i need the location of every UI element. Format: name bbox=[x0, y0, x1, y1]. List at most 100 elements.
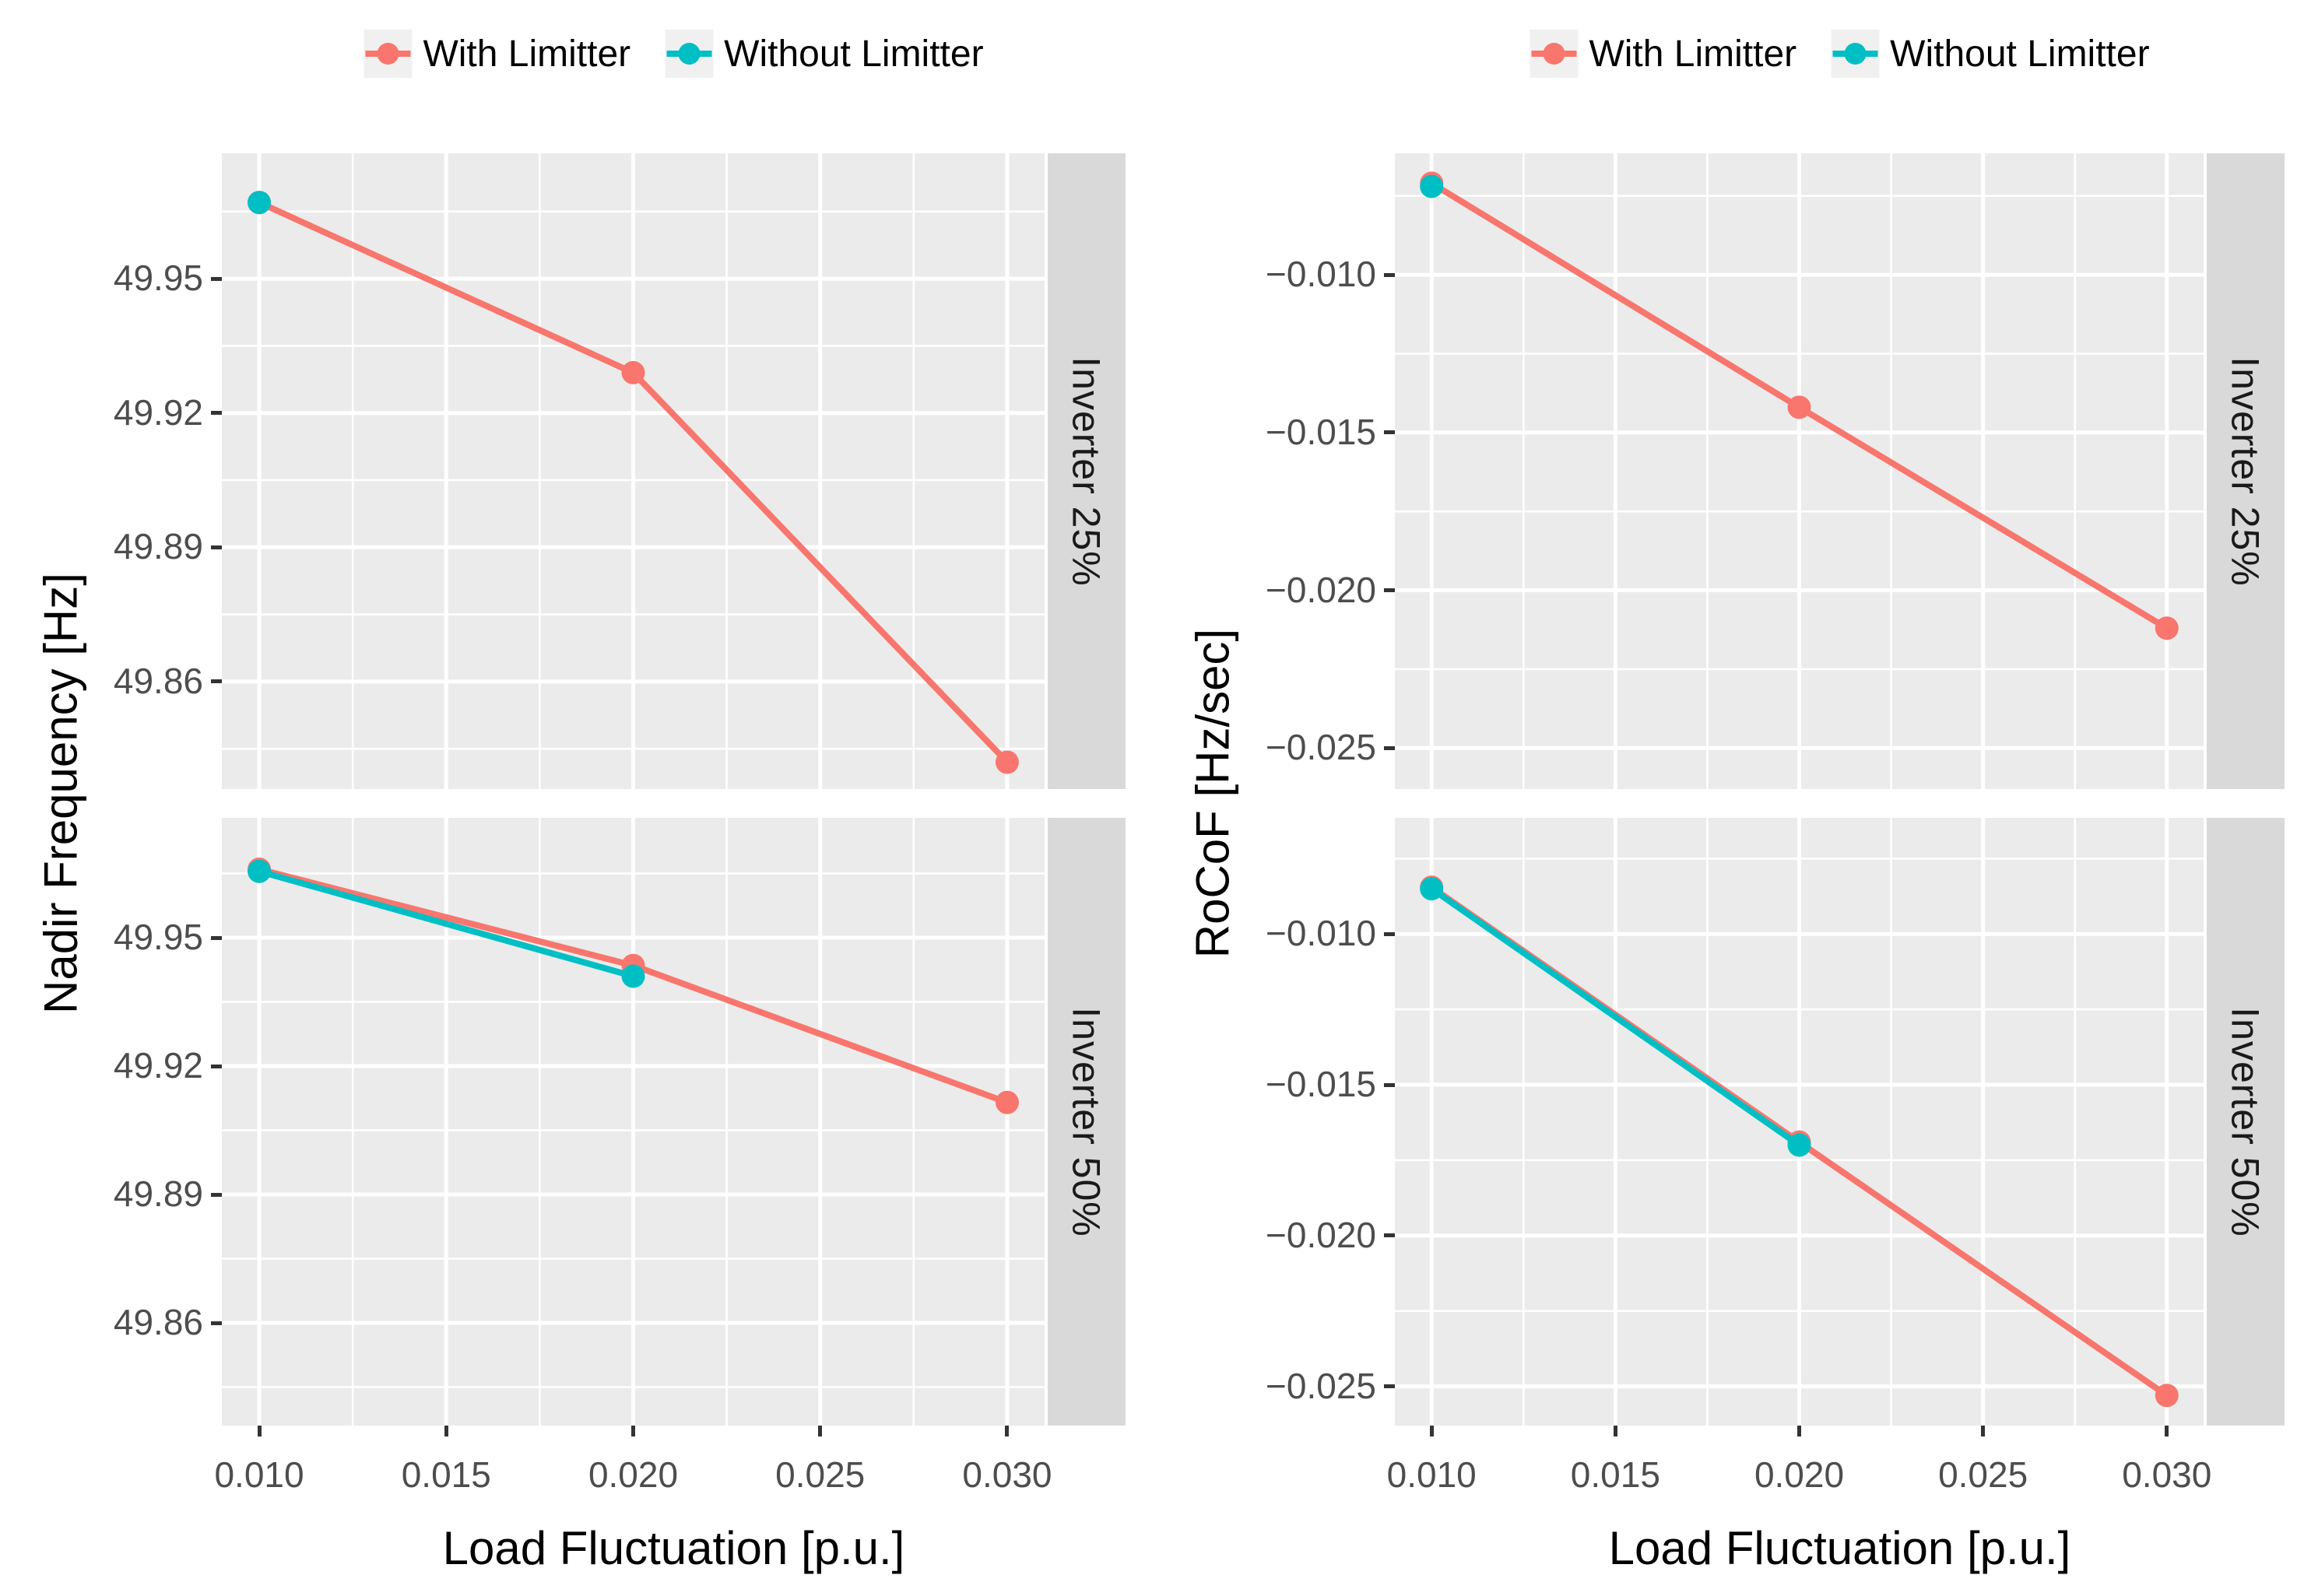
data-point bbox=[995, 1090, 1019, 1114]
x-tick-mark bbox=[1429, 1426, 1434, 1436]
data-point bbox=[1420, 877, 1444, 901]
y-tick-mark bbox=[1384, 1384, 1395, 1389]
y-tick-mark bbox=[211, 545, 222, 549]
y-tick-label: −0.010 bbox=[1266, 913, 1376, 954]
facet-strip-inverter-25: Inverter 25% bbox=[1048, 153, 1126, 789]
x-tick-mark bbox=[444, 1426, 448, 1436]
x-tick-mark bbox=[1613, 1426, 1617, 1436]
x-tick-label: 0.030 bbox=[962, 1454, 1052, 1495]
x-tick-label: 0.020 bbox=[1754, 1454, 1845, 1495]
x-tick-mark bbox=[257, 1426, 262, 1436]
y-tick-mark bbox=[211, 1321, 222, 1325]
data-point bbox=[621, 964, 645, 988]
y-tick-label: 49.89 bbox=[113, 1173, 203, 1214]
y-tick-label: −0.020 bbox=[1266, 1214, 1376, 1255]
legend-glyph-icon bbox=[1832, 43, 1878, 65]
facet-strip-inverter-50: Inverter 50% bbox=[1048, 818, 1126, 1426]
panel-canvas bbox=[1395, 153, 2204, 789]
legend-item-label: With Limitter bbox=[423, 33, 631, 75]
legend-item-label: With Limitter bbox=[1589, 33, 1797, 75]
data-point bbox=[2155, 1384, 2179, 1408]
facet-strip-label: Inverter 25% bbox=[1065, 356, 1109, 587]
y-tick-label: 49.92 bbox=[113, 1045, 203, 1086]
facet-strip-inverter-50: Inverter 50% bbox=[2207, 818, 2285, 1426]
figure-nadir-frequency: With Limitter Without Limitter Nadir Fre… bbox=[35, 30, 1126, 1574]
y-tick-mark bbox=[211, 1192, 222, 1197]
data-point bbox=[248, 859, 272, 883]
legend: With Limitter Without Limitter bbox=[98, 30, 1250, 78]
y-tick-mark bbox=[1384, 272, 1395, 277]
x-tick-mark bbox=[1005, 1426, 1010, 1436]
y-tick-label: −0.015 bbox=[1266, 1064, 1376, 1105]
y-tick-mark bbox=[211, 679, 222, 684]
y-tick-mark bbox=[1384, 1082, 1395, 1087]
legend: With Limitter Without Limitter bbox=[1264, 30, 2304, 78]
x-tick-label: 0.025 bbox=[775, 1454, 866, 1495]
y-tick-label: −0.015 bbox=[1266, 411, 1376, 452]
y-tick-mark bbox=[1384, 931, 1395, 936]
y-tick-label: −0.025 bbox=[1266, 727, 1376, 768]
y-tick-label: −0.020 bbox=[1266, 569, 1376, 610]
plot-panel-top bbox=[222, 153, 1045, 789]
y-tick-label: 49.89 bbox=[113, 526, 203, 567]
plot-panel-bottom bbox=[222, 818, 1045, 1426]
y-tick-label: −0.025 bbox=[1266, 1365, 1376, 1406]
legend-glyph-icon bbox=[666, 43, 712, 65]
y-tick-label: 49.86 bbox=[113, 1302, 203, 1342]
plot-panel-bottom bbox=[1395, 818, 2204, 1426]
plot-panel-top bbox=[1395, 153, 2204, 789]
y-tick-mark bbox=[211, 935, 222, 940]
x-tick-mark bbox=[2165, 1426, 2169, 1436]
x-tick-mark bbox=[1981, 1426, 1986, 1436]
legend-glyph-icon bbox=[1531, 43, 1577, 65]
x-tick-label: 0.010 bbox=[1386, 1454, 1477, 1495]
x-tick-label: 0.015 bbox=[401, 1454, 491, 1495]
x-tick-label: 0.030 bbox=[2122, 1454, 2212, 1495]
data-point bbox=[1787, 1133, 1811, 1157]
x-axis-title: Load Fluctuation [p.u.] bbox=[1608, 1522, 2071, 1574]
x-tick-label: 0.010 bbox=[214, 1454, 304, 1495]
data-point bbox=[1787, 395, 1811, 419]
legend-item-label: Without Limitter bbox=[724, 33, 984, 75]
figure-rocof: With Limitter Without Limitter RoCoF [Hz… bbox=[1152, 0, 2304, 1596]
panel-canvas bbox=[1395, 818, 2204, 1426]
series-line-without-limitter bbox=[258, 868, 634, 980]
y-tick-label: 49.95 bbox=[113, 258, 203, 299]
x-tick-label: 0.015 bbox=[1570, 1454, 1660, 1495]
x-tick-mark bbox=[631, 1426, 635, 1436]
y-axis-title: RoCoF [Hz/sec] bbox=[1186, 628, 1239, 958]
y-tick-mark bbox=[1384, 430, 1395, 435]
legend-item-without-limitter: Without Limitter bbox=[665, 30, 984, 78]
legend-key-swatch bbox=[364, 30, 413, 78]
data-point bbox=[621, 360, 645, 384]
series-line-without-limitter bbox=[1429, 886, 1801, 1148]
panel-canvas bbox=[222, 153, 1045, 789]
legend-key-swatch bbox=[665, 30, 714, 78]
x-tick-label: 0.020 bbox=[588, 1454, 679, 1495]
facet-strip-label: Inverter 50% bbox=[2224, 1006, 2268, 1237]
y-tick-mark bbox=[211, 1064, 222, 1068]
y-tick-mark bbox=[211, 276, 222, 281]
data-point bbox=[248, 191, 272, 215]
legend-item-without-limitter: Without Limitter bbox=[1831, 30, 2150, 78]
data-point bbox=[1420, 174, 1444, 198]
legend-key-swatch bbox=[1831, 30, 1880, 78]
y-tick-label: 49.95 bbox=[113, 917, 203, 957]
y-tick-mark bbox=[1384, 588, 1395, 593]
y-tick-label: 49.86 bbox=[113, 660, 203, 701]
y-tick-mark bbox=[1384, 1233, 1395, 1238]
legend-item-label: Without Limitter bbox=[1890, 33, 2150, 75]
legend-item-with-limitter: With Limitter bbox=[364, 30, 630, 78]
legend-key-swatch bbox=[1530, 30, 1579, 78]
y-tick-label: 49.92 bbox=[113, 391, 203, 433]
facet-strip-inverter-25: Inverter 25% bbox=[2207, 153, 2285, 789]
legend-glyph-icon bbox=[365, 43, 411, 65]
x-tick-mark bbox=[1797, 1426, 1801, 1436]
data-point bbox=[995, 750, 1019, 774]
y-tick-label: −0.010 bbox=[1266, 254, 1376, 295]
x-axis-title: Load Fluctuation [p.u.] bbox=[442, 1522, 905, 1574]
facet-strip-label: Inverter 25% bbox=[2224, 356, 2268, 587]
x-tick-mark bbox=[818, 1426, 823, 1436]
legend-item-with-limitter: With Limitter bbox=[1530, 30, 1796, 78]
x-tick-label: 0.025 bbox=[1938, 1454, 2028, 1495]
